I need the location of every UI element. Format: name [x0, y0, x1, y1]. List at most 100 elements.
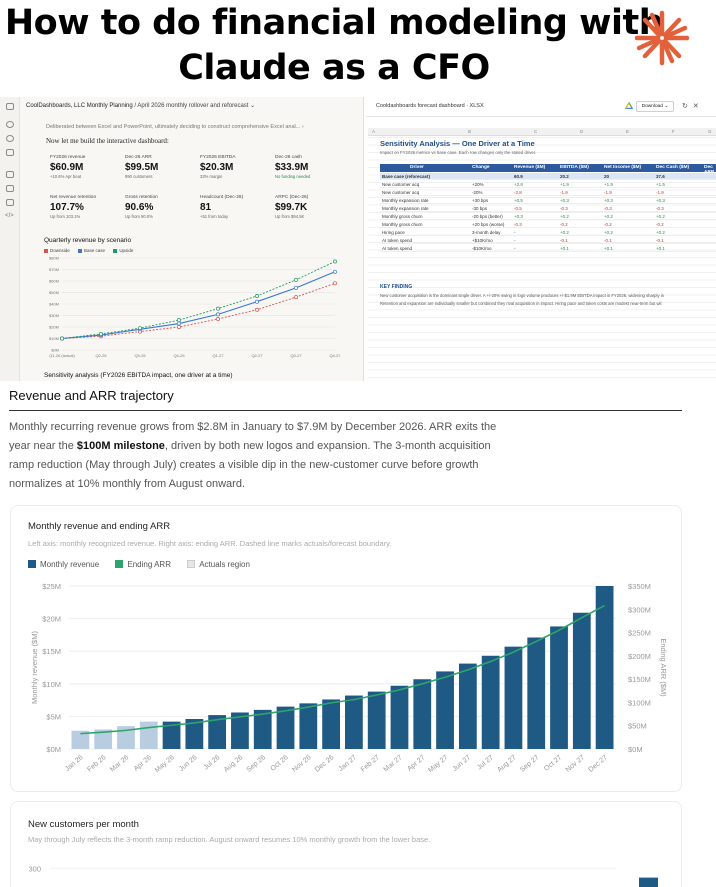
table-row[interactable]: Monthly gross churn +20 bps (worse) -0.3 -0… — [380, 221, 716, 228]
kpi-value: 107.7% — [50, 202, 84, 213]
y-tick-label: $0M — [51, 348, 59, 353]
new-customers-chart: 250300 — [28, 864, 658, 887]
claude-chat-screenshot: </> CoolDashboards, LLC Monthly Planning… — [0, 97, 364, 381]
close-icon[interactable]: ✕ — [692, 103, 704, 110]
bar-forecast — [481, 655, 500, 749]
series-point — [294, 285, 298, 290]
table-cell: +0.1 — [560, 246, 569, 251]
code-icon[interactable]: </> — [5, 213, 14, 219]
table-row[interactable]: New customer acq -20% -2.8 -1.9 -1.9 -1.9 — [380, 189, 716, 196]
breadcrumb-project[interactable]: CoolDashboards, LLC Monthly Planning — [26, 103, 133, 109]
breadcrumb-chat[interactable]: April 2026 monthly rollover and reforeca… — [137, 103, 249, 109]
chevron-down-icon[interactable]: ⌄ — [250, 103, 256, 109]
kpi-value: $33.9M — [275, 162, 309, 173]
table-cell: -0.5 — [514, 206, 522, 211]
breadcrumb: CoolDashboards, LLC Monthly Planning / A… — [26, 102, 255, 109]
table-row[interactable]: New customer acq +20% +2.8 +1.9 +1.9 +1.5 — [380, 181, 716, 188]
col-letter[interactable]: B — [468, 129, 472, 134]
table-row[interactable]: AI token spend -$10K/mo - +0.1 +0.1 +0.1 — [380, 245, 716, 252]
x-tick-label: Jan 26 — [64, 754, 85, 773]
table-cell: -1.9 — [656, 190, 664, 195]
apps-icon[interactable] — [6, 199, 14, 206]
table-row[interactable]: Monthly expansion rate +30 bps +0.5 +0.3 +0.… — [380, 197, 716, 204]
table-row[interactable]: Monthly gross churn -20 bps (better) +0.3 +… — [380, 213, 716, 220]
legend-item[interactable]: Ending ARR — [115, 560, 171, 569]
x-tick-label: Q3-26 — [134, 353, 146, 358]
x-tick-label: May 26 — [154, 754, 176, 774]
series-point — [255, 299, 259, 304]
kpi-label: FY2026 revenue — [50, 155, 86, 160]
table-row[interactable]: AI token spend +$10K/mo - -0.1 -0.1 -0.1 — [380, 237, 716, 244]
legend-item[interactable]: Monthly revenue — [28, 560, 99, 569]
kpi-label: Dec-26 ARR — [125, 155, 152, 160]
series-point — [294, 295, 298, 300]
x-tick-label: Jul 26 — [203, 754, 222, 771]
table-cell: Monthly expansion rate — [382, 206, 429, 211]
x-tick-label: Aug 27 — [496, 754, 518, 774]
bar-forecast — [345, 695, 363, 749]
table-cell: 37.6 — [656, 174, 665, 179]
table-cell: Monthly gross churn — [382, 222, 423, 227]
sidebar-toggle-icon[interactable] — [6, 103, 14, 110]
col-letter[interactable]: F — [672, 129, 675, 134]
table-row[interactable]: Base case (reforecast) 60.9 20.2 20 37.6 — [380, 173, 716, 180]
table-cell: -0.2 — [560, 222, 568, 227]
table-cell: +0.1 — [656, 246, 665, 251]
col-letter[interactable]: D — [580, 129, 584, 134]
projects-icon[interactable] — [6, 171, 14, 178]
assistant-intro: Now let me build the interactive dashboa… — [46, 137, 169, 145]
table-row[interactable]: Monthly expansion rate -30 bps -0.5 -0.3 -0.… — [380, 205, 716, 212]
google-drive-icon[interactable] — [625, 102, 633, 110]
sensitivity-title: Sensitivity analysis (FY2026 EBITDA impa… — [44, 372, 233, 379]
th: Net Income ($M) — [604, 165, 642, 170]
refresh-icon[interactable]: ↻ — [682, 103, 693, 110]
table-cell: 3-month delay — [472, 230, 501, 235]
kpi-sub: 33% margin — [200, 174, 223, 179]
arr-line — [80, 604, 605, 735]
download-button[interactable]: Download ⌄ — [636, 101, 674, 112]
table-cell: +0.2 — [656, 230, 665, 235]
col-letter[interactable]: G — [708, 129, 712, 134]
y2-tick-label: $200M — [628, 652, 651, 661]
deliberation-note[interactable]: Deliberated between Excel and PowerPoint… — [46, 124, 304, 130]
chats-icon[interactable] — [6, 149, 14, 156]
table-row[interactable]: Hiring pace 3-month delay - +0.2 +0.2 +0.2 — [380, 229, 716, 236]
bar-forecast — [595, 586, 614, 749]
quarterly-revenue-chart: $0M $10M $20M $30M $40M $50M $60M $70M $80M Q1-26… — [49, 256, 340, 359]
sheet-grid[interactable]: A B C D E F G Sensitivity Analysis — One… — [368, 117, 716, 381]
col-letter[interactable]: E — [626, 129, 630, 134]
table-cell: 20 — [604, 174, 610, 179]
new-chat-icon[interactable] — [6, 121, 14, 128]
table-cell: AI token spend — [382, 246, 413, 251]
legend-item[interactable]: Actuals region — [187, 560, 250, 569]
bar-forecast — [390, 685, 409, 749]
series-point — [216, 316, 220, 321]
series-point — [99, 331, 103, 336]
series-point — [333, 269, 337, 274]
search-icon[interactable] — [6, 135, 14, 142]
series-point — [60, 336, 64, 341]
x-tick-label: Q2-26 — [95, 353, 107, 358]
bar-forecast — [436, 671, 454, 749]
col-letter[interactable]: A — [372, 129, 376, 134]
col-letter[interactable]: C — [534, 129, 538, 134]
table-cell: -0.3 — [560, 206, 568, 211]
kpi-sub: Up from 103.1% — [50, 214, 81, 219]
table-cell: Monthly expansion rate — [382, 198, 429, 203]
bar-forecast — [231, 712, 249, 749]
artifacts-icon[interactable] — [6, 185, 14, 192]
x-tick-label: Sep 26 — [246, 754, 268, 774]
monthly-revenue-chart: $0M $5M $10M $15M $20M $25M $0M $50M $100M $150M $… — [30, 582, 668, 774]
x-tick-label: May 27 — [427, 754, 449, 774]
series-point — [333, 281, 337, 286]
bar-new-customers — [639, 877, 658, 887]
card-subtitle: Left axis: monthly recognized revenue. R… — [28, 539, 392, 548]
section-divider — [9, 410, 682, 411]
table-cell: +0.3 — [514, 214, 523, 219]
deliberation-text: Deliberated between Excel and PowerPoint… — [46, 124, 301, 130]
legend-swatch — [113, 248, 118, 253]
kpi-value: $99.5M — [125, 162, 159, 173]
y-tick-label: $0M — [46, 745, 61, 754]
series-point — [294, 277, 298, 282]
x-tick-label: Jan 27 — [338, 754, 359, 773]
